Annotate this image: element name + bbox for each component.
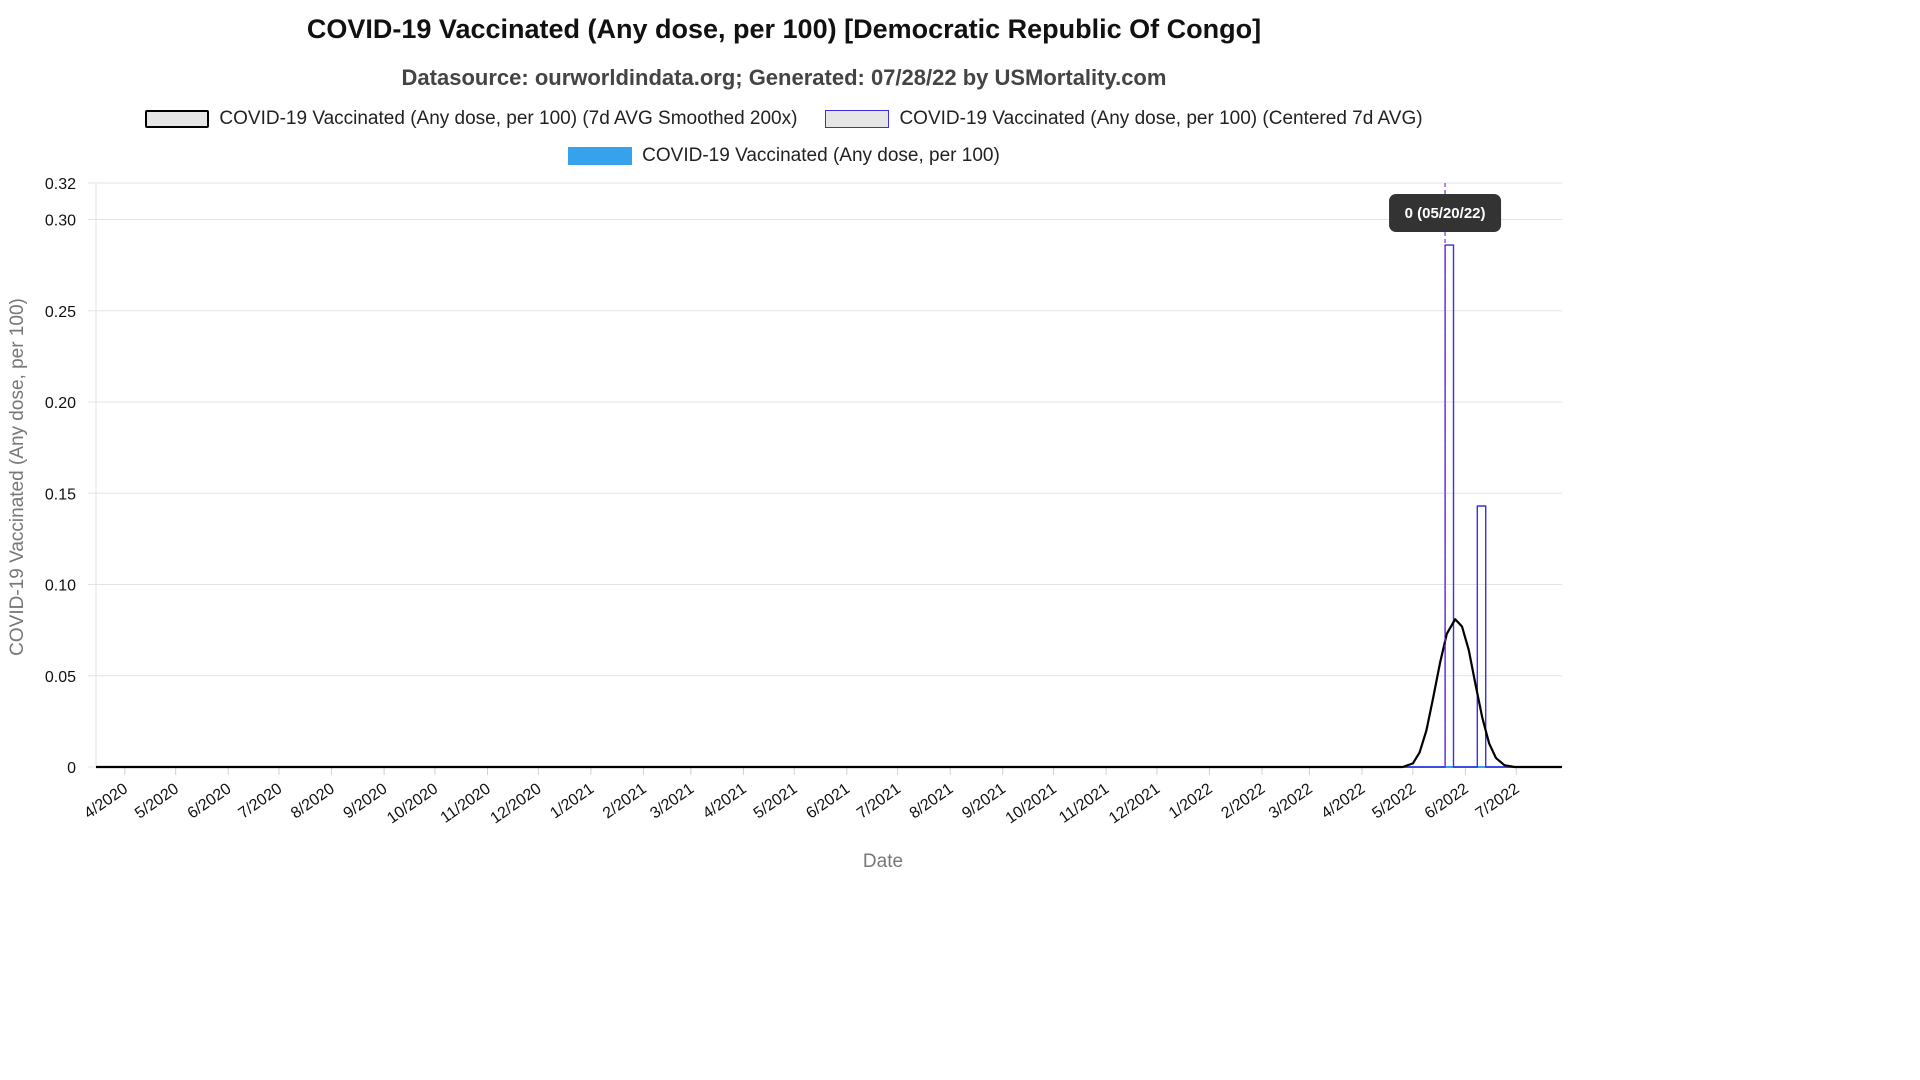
y-axis-title: COVID-19 Vaccinated (Any dose, per 100)	[7, 298, 28, 656]
series-centered-step	[96, 244, 1562, 768]
legend-item-smoothed[interactable]: COVID-19 Vaccinated (Any dose, per 100) …	[145, 108, 797, 130]
legend-label-raw: COVID-19 Vaccinated (Any dose, per 100)	[642, 145, 1000, 166]
x-tick-label: 3/2021	[647, 780, 697, 822]
chart-subtitle: Datasource: ourworldindata.org; Generate…	[401, 65, 1167, 90]
y-tick-label: 0.30	[45, 213, 76, 230]
y-tick-label: 0.25	[45, 304, 76, 321]
x-tick-label: 11/2020	[438, 780, 494, 826]
series-smoothed-line	[96, 618, 1562, 769]
x-tick-label: 1/2022	[1166, 780, 1216, 822]
legend-swatch-smoothed	[145, 110, 210, 128]
x-tick-label: 8/2021	[907, 780, 957, 822]
x-tick-label: 6/2021	[803, 780, 853, 822]
y-axis-ticks: 0 0.05 0.10 0.15 0.20 0.25 0.30 0.32	[45, 176, 76, 777]
x-axis-title: Date	[863, 851, 903, 872]
x-tick-label: 2/2021	[600, 780, 650, 822]
x-tick-label: 4/2021	[700, 780, 750, 822]
legend-row-2: COVID-19 Vaccinated (Any dose, per 100)	[0, 145, 1568, 167]
x-tick-label: 7/2020	[235, 780, 285, 822]
x-tick-label: 3/2022	[1266, 780, 1316, 822]
y-tick-label: 0.05	[45, 669, 76, 686]
x-tick-label: 11/2021	[1056, 780, 1112, 826]
tooltip: 0 (05/20/22)	[1389, 183, 1502, 767]
y-tick-label: 0.20	[45, 395, 76, 412]
x-tick-label: 7/2022	[1473, 780, 1523, 822]
series-layer	[96, 244, 1562, 769]
legend-label-smoothed: COVID-19 Vaccinated (Any dose, per 100) …	[219, 108, 798, 129]
legend: COVID-19 Vaccinated (Any dose, per 100) …	[0, 108, 1568, 130]
legend-item-centered[interactable]: COVID-19 Vaccinated (Any dose, per 100) …	[825, 108, 1423, 130]
legend-label-centered: COVID-19 Vaccinated (Any dose, per 100) …	[899, 108, 1423, 129]
x-tick-label: 12/2021	[1106, 780, 1163, 827]
y-tick-label: 0.10	[45, 578, 76, 595]
y-tick-label: 0	[67, 760, 76, 777]
x-tick-label: 1/2021	[547, 780, 597, 822]
x-tick-label: 7/2021	[854, 780, 904, 822]
x-tick-label: 6/2022	[1422, 780, 1472, 822]
x-tick-label: 9/2021	[959, 780, 1009, 822]
chart-plot: 00.050.100.150.200.250.300.32 4/2020 5/20…	[7, 176, 1562, 872]
legend-swatch-centered	[825, 110, 890, 128]
x-tick-label: 10/2020	[384, 780, 441, 827]
tooltip-box	[1389, 194, 1502, 232]
x-tick-label: 8/2020	[288, 780, 338, 822]
x-tick-label: 4/2022	[1318, 780, 1368, 822]
grid-lines	[88, 182, 1562, 768]
x-tick-label: 2/2022	[1218, 780, 1268, 822]
legend-swatch-raw	[568, 147, 633, 165]
chart-title: COVID-19 Vaccinated (Any dose, per 100) …	[306, 14, 1262, 44]
x-tick-label: 6/2020	[185, 780, 235, 822]
x-tick-label: 9/2020	[341, 780, 391, 822]
y-tick-label: 0.15	[45, 486, 76, 503]
x-tick-label: 5/2022	[1369, 780, 1419, 822]
x-tick-label: 10/2021	[1003, 780, 1060, 827]
y-tick-label: 0.32	[45, 176, 76, 193]
x-axis-ticks: 4/2020 5/2020 6/2020 7/2020 8/2020 9/202010/2…	[81, 767, 1523, 827]
x-tick-label: 12/2020	[488, 780, 545, 827]
x-tick-label: 5/2020	[132, 780, 182, 822]
x-tick-label: 4/2020	[81, 780, 131, 822]
x-tick-label: 5/2021	[751, 780, 801, 822]
legend-item-raw[interactable]: COVID-19 Vaccinated (Any dose, per 100)	[568, 145, 1000, 167]
tooltip-label: 0 (05/20/22)	[1405, 205, 1486, 222]
